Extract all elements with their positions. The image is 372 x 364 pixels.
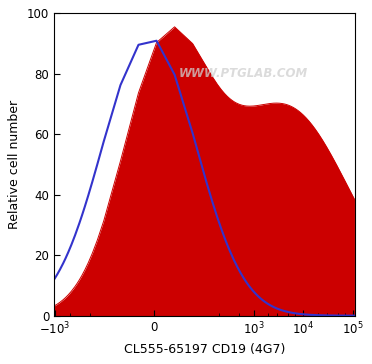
X-axis label: CL555-65197 CD19 (4G7): CL555-65197 CD19 (4G7): [124, 343, 285, 356]
Y-axis label: Relative cell number: Relative cell number: [8, 100, 21, 229]
Text: WWW.PTGLAB.COM: WWW.PTGLAB.COM: [179, 67, 308, 80]
